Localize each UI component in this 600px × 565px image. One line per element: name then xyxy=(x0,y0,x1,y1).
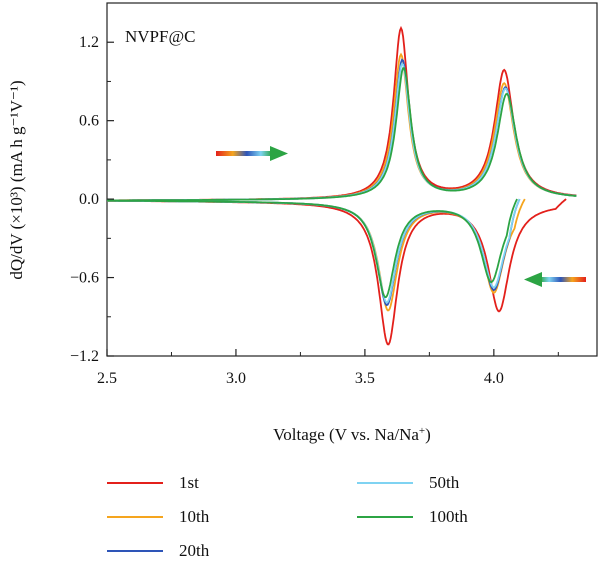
series-line-100th-discharge xyxy=(107,198,518,298)
series-curves xyxy=(107,25,577,346)
y-tick-label: 0.0 xyxy=(79,191,99,208)
legend-label-10th: 10th xyxy=(179,507,210,526)
discharge-direction-arrow xyxy=(524,272,586,287)
x-axis-title: Voltage (V vs. Na/Na+) xyxy=(273,425,431,444)
x-tick-label: 4.0 xyxy=(484,370,504,387)
y-tick-label: 1.2 xyxy=(79,34,99,51)
legend-label-100th: 100th xyxy=(429,507,468,526)
legend-label-50th: 50th xyxy=(429,473,460,492)
legend-label-1st: 1st xyxy=(179,473,199,492)
series-line-1st-discharge xyxy=(107,198,567,346)
legend: 1st 10th 20th 50th 100th xyxy=(107,473,468,560)
y-tick-label: −0.6 xyxy=(70,270,99,287)
series-line-20th-charge xyxy=(107,58,577,202)
x-tick-label: 3.0 xyxy=(226,370,246,387)
x-axis-ticks: 2.5 3.0 3.5 4.0 xyxy=(97,349,559,387)
sample-label: NVPF@C xyxy=(125,27,195,46)
y-axis-ticks: −1.2 −0.6 0.0 0.6 1.2 xyxy=(70,34,114,365)
x-tick-label: 2.5 xyxy=(97,370,117,387)
plot-frame xyxy=(106,2,598,357)
y-tick-label: −1.2 xyxy=(70,348,99,365)
series-line-1st-charge xyxy=(107,25,577,202)
x-tick-label: 3.5 xyxy=(355,370,375,387)
charge-direction-arrow xyxy=(216,146,288,161)
series-line-100th-charge xyxy=(107,67,577,202)
y-axis-title: dQ/dV (×10³) (mA h g⁻¹V⁻¹) xyxy=(7,80,26,279)
y-tick-label: 0.6 xyxy=(79,113,99,130)
legend-label-20th: 20th xyxy=(179,541,210,560)
